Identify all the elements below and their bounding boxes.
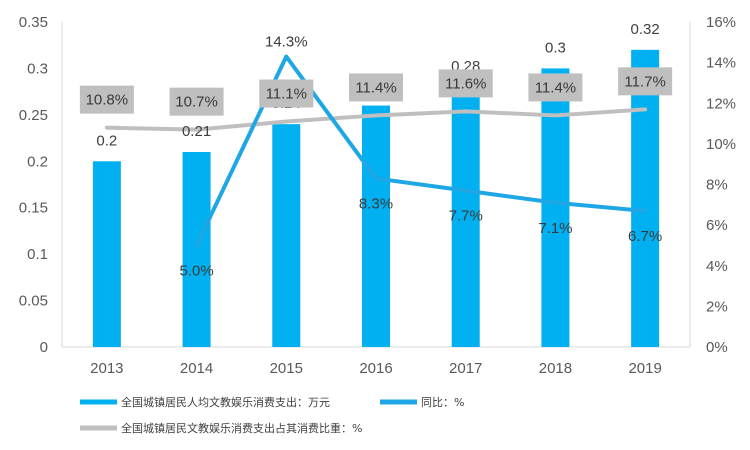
legend-label-yoy: 同比：% <box>421 396 464 409</box>
y-left-tick-label: 0.2 <box>27 153 48 170</box>
yoy-value-label: 14.3% <box>265 34 308 51</box>
x-tick-label: 2016 <box>359 360 392 377</box>
share-label-box <box>528 73 583 102</box>
x-tick-label: 2015 <box>270 360 303 377</box>
yoy-value-label: 8.3% <box>359 195 393 212</box>
bar <box>362 105 390 347</box>
share-label-box <box>169 87 224 116</box>
share-value-label: 11.7% <box>624 73 665 90</box>
y-left-tick-label: 0.1 <box>27 246 48 263</box>
y-right-tick-label: 14% <box>706 55 736 72</box>
share-label-box <box>79 85 134 114</box>
legend-label-share: 全国城镇居民文教娱乐消费支出占其消费比重：% <box>121 421 362 435</box>
y-right-tick-label: 0% <box>706 339 728 356</box>
y-left-tick-label: 0.3 <box>27 60 48 77</box>
bar-value-label: 0.3 <box>545 39 566 56</box>
x-tick-label: 2019 <box>628 360 661 377</box>
bar <box>182 152 211 347</box>
y-right-tick-label: 12% <box>706 95 736 112</box>
bar-series <box>92 49 660 348</box>
x-tick-label: 2017 <box>449 360 482 377</box>
bar-value-label: 0.21 <box>182 123 211 140</box>
bar <box>631 49 660 347</box>
legend-label-bars: 全国城镇居民人均文教娱乐消费支出：万元 <box>121 395 330 409</box>
bar-value-label: 0.2 <box>96 132 117 149</box>
y-right-tick-label: 16% <box>706 14 736 31</box>
share-value-label: 11.6% <box>445 75 486 92</box>
y-left-tick-label: 0.05 <box>19 293 48 310</box>
y-right-tick-label: 4% <box>706 258 728 275</box>
yoy-value-label: 6.7% <box>628 228 662 245</box>
y-left-tick-label: 0.15 <box>19 200 48 217</box>
x-tick-label: 2014 <box>180 360 213 377</box>
bar <box>451 87 480 347</box>
bar-value-label: 0.32 <box>631 21 660 38</box>
y-left-tick-label: 0 <box>40 339 48 356</box>
y-right-tick-label: 6% <box>706 217 728 234</box>
x-tick-label: 2013 <box>90 360 123 377</box>
y-left-tick-label: 0.35 <box>19 14 48 31</box>
axes: 0 0.05 0.1 0.15 0.2 0.25 0.3 0.35 0% 2% 4% 6% 8% 10% 1… <box>19 14 736 377</box>
share-value-label: 10.8% <box>86 92 129 109</box>
y-right-tick-label: 10% <box>706 136 736 153</box>
bar <box>272 124 301 348</box>
y-right-tick-label: 2% <box>706 298 728 315</box>
share-label-box <box>438 69 493 98</box>
x-tick-label: 2018 <box>539 360 572 377</box>
y-right-tick-label: 8% <box>706 177 728 194</box>
share-value-label: 11.4% <box>355 79 396 96</box>
bar <box>541 68 570 347</box>
yoy-value-label: 7.7% <box>449 208 483 225</box>
y-left-tick-label: 0.25 <box>19 107 48 124</box>
share-value-label: 11.1% <box>266 86 307 103</box>
yoy-value-label: 5.0% <box>179 262 213 279</box>
share-label-box <box>259 79 314 108</box>
bar <box>92 161 121 347</box>
share-label-box <box>349 73 403 102</box>
data-labels: 0.20.210.240.260.280.30.3210.8%10.7%11.1… <box>79 21 673 279</box>
share-label-box <box>618 67 673 96</box>
share-line <box>104 107 648 132</box>
yoy-value-label: 7.1% <box>538 220 572 237</box>
share-value-label: 11.4% <box>535 79 576 96</box>
legend: 全国城镇居民人均文教娱乐消费支出：万元 同比：% 全国城镇居民文教娱乐消费支出占… <box>80 395 464 435</box>
share-value-label: 10.7% <box>175 94 218 111</box>
